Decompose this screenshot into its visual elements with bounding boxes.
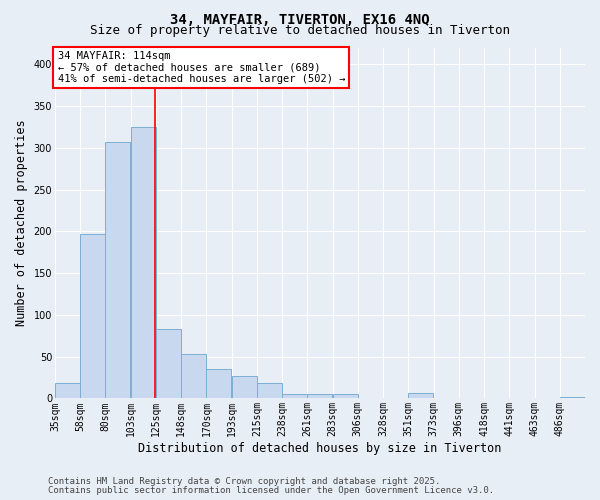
Bar — [206, 369, 232, 398]
Bar — [156, 329, 181, 398]
Bar — [106, 142, 130, 399]
Text: Size of property relative to detached houses in Tiverton: Size of property relative to detached ho… — [90, 24, 510, 37]
Bar — [560, 396, 584, 398]
Bar — [232, 376, 257, 398]
Text: Contains public sector information licensed under the Open Government Licence v3: Contains public sector information licen… — [48, 486, 494, 495]
Bar — [55, 384, 80, 398]
Text: Contains HM Land Registry data © Crown copyright and database right 2025.: Contains HM Land Registry data © Crown c… — [48, 477, 440, 486]
Bar — [181, 354, 206, 399]
Bar — [332, 394, 358, 398]
Text: 34 MAYFAIR: 114sqm
← 57% of detached houses are smaller (689)
41% of semi-detach: 34 MAYFAIR: 114sqm ← 57% of detached hou… — [58, 51, 345, 84]
Bar — [409, 392, 433, 398]
X-axis label: Distribution of detached houses by size in Tiverton: Distribution of detached houses by size … — [138, 442, 502, 455]
Bar — [282, 394, 307, 398]
Text: 34, MAYFAIR, TIVERTON, EX16 4NQ: 34, MAYFAIR, TIVERTON, EX16 4NQ — [170, 12, 430, 26]
Bar — [307, 394, 332, 398]
Bar — [80, 234, 105, 398]
Bar — [257, 384, 282, 398]
Y-axis label: Number of detached properties: Number of detached properties — [15, 120, 28, 326]
Bar — [131, 127, 155, 398]
